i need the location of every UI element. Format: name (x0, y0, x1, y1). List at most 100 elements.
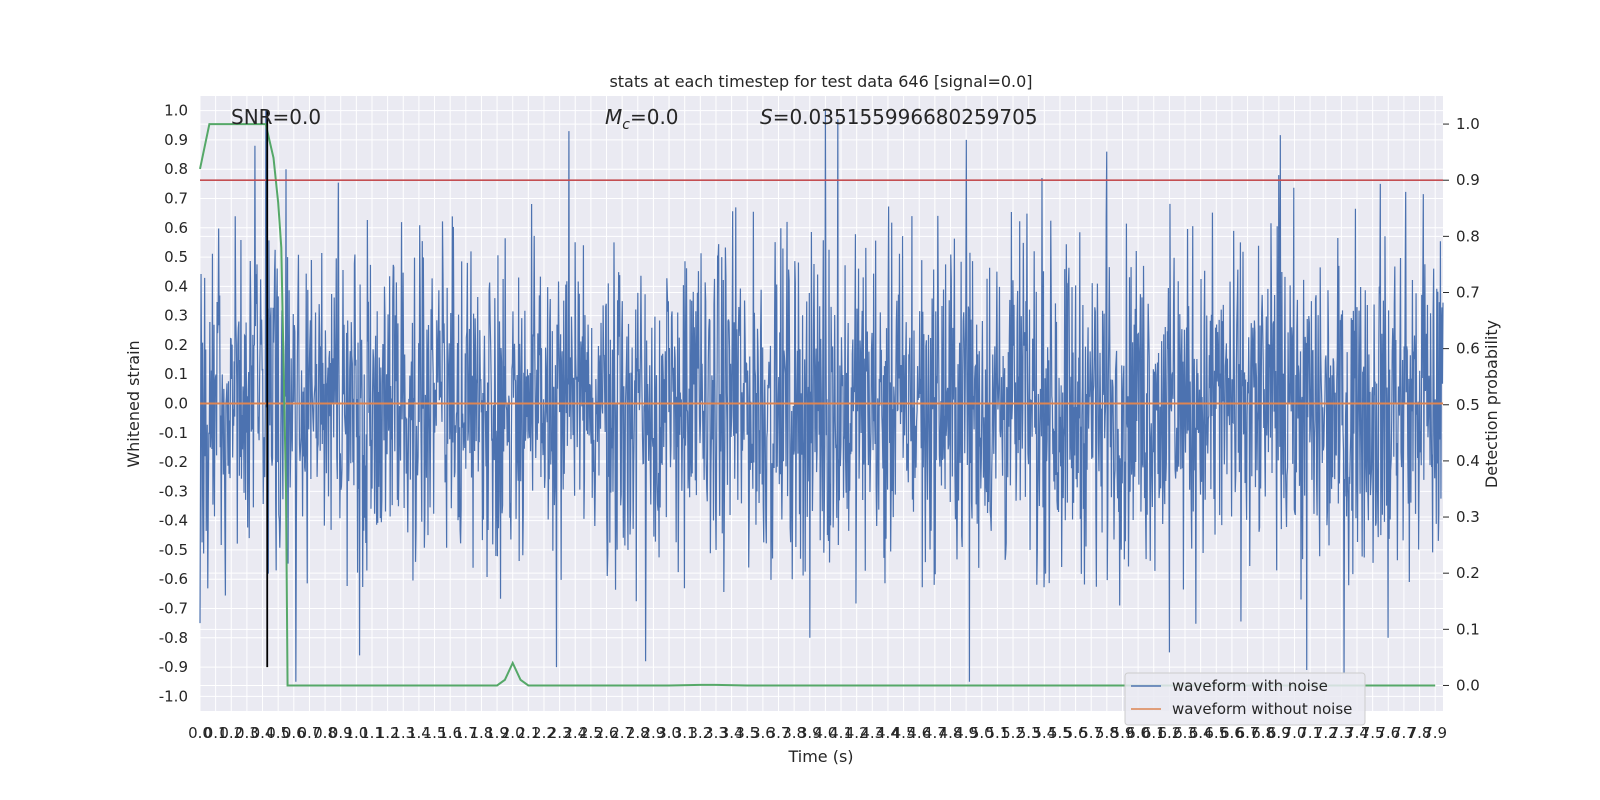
x-tick-label: 0.6 (282, 724, 306, 742)
x-tick-label: 7.0 (1283, 724, 1307, 742)
x-tick-label: 7.4 (1345, 724, 1369, 742)
y-tick-label: 0.9 (164, 131, 188, 149)
x-tick-label: 6.0 (1126, 724, 1150, 742)
y-tick-label: -0.4 (159, 512, 188, 530)
y-tick-label: 0.5 (164, 248, 188, 266)
x-tick-label: 4.4 (876, 724, 900, 742)
x-tick-label: 6.1 (1142, 724, 1166, 742)
detection-probability-line (199, 123, 1436, 687)
x-tick-label: 3.2 (688, 724, 712, 742)
s-symbol: S (760, 105, 773, 129)
x-tick-label: 0.4 (251, 724, 275, 742)
x-tick-label: 4.8 (939, 724, 963, 742)
x-tick-label: 6.5 (1204, 724, 1228, 742)
y-tick-label: 0.8 (164, 160, 188, 178)
y-tick-label: -0.2 (159, 453, 188, 471)
y-tick-label: -0.6 (159, 570, 188, 588)
x-tick-label: 1.6 (438, 724, 462, 742)
x-tick-label: 2.5 (579, 724, 603, 742)
x-tick-label: 3.5 (735, 724, 759, 742)
x-tick-label: 1.1 (360, 724, 384, 742)
y-right-tick-label: 0.5 (1456, 396, 1480, 414)
x-tick-label: 5.6 (1064, 724, 1088, 742)
y-right-tick-label: 1.0 (1456, 115, 1480, 133)
x-axis-label: Time (s) (787, 747, 853, 766)
x-tick-label: 5.9 (1111, 724, 1135, 742)
x-tick-label: 7.6 (1376, 724, 1400, 742)
legend-box (1124, 672, 1366, 726)
y-right-tick-label: 0.4 (1456, 452, 1480, 470)
chart-title: stats at each timestep for test data 646… (609, 72, 1032, 91)
waveform-with-noise-series (199, 110, 1444, 682)
x-tick-label: 2.0 (501, 724, 525, 742)
x-tick-label: 5.4 (1032, 724, 1056, 742)
y-tick-label: -0.8 (159, 629, 188, 647)
x-tick-label: 4.1 (829, 724, 853, 742)
y-tick-label: 1.0 (164, 102, 188, 120)
x-tick-label: 4.9 (954, 724, 978, 742)
snr-annotation: SNR=0.0 (231, 105, 321, 129)
x-tick-label: 3.7 (767, 724, 791, 742)
chirp-mass-annotation: Mc=0.0 (605, 105, 679, 133)
x-tick-label: 5.5 (1048, 724, 1072, 742)
x-tick-label: 7.9 (1423, 724, 1447, 742)
x-tick-label: 1.7 (454, 724, 478, 742)
s-annotation: S=0.035155996680259705 (760, 105, 1038, 129)
x-tick-label: 2.9 (641, 724, 665, 742)
x-tick-label: 4.5 (892, 724, 916, 742)
x-tick-label: 2.2 (532, 724, 556, 742)
y-right-tick-label: 0.6 (1456, 340, 1480, 358)
x-tick-label: 1.9 (485, 724, 509, 742)
x-tick-label: 7.2 (1314, 724, 1338, 742)
s-value: =0.035155996680259705 (773, 105, 1038, 129)
x-tick-label: 7.3 (1329, 724, 1353, 742)
x-tick-label: 1.8 (470, 724, 494, 742)
x-tick-label: 6.6 (1220, 724, 1244, 742)
y-tick-label: -0.5 (159, 541, 188, 559)
y-tick-label: 0.7 (164, 190, 188, 208)
y-tick-label: 0.6 (164, 219, 188, 237)
x-tick-label: 6.3 (1173, 724, 1197, 742)
x-tick-label: 3.1 (673, 724, 697, 742)
x-tick-label: 0.3 (235, 724, 259, 742)
x-tick-label: 3.3 (704, 724, 728, 742)
line-series (199, 110, 1443, 687)
x-tick-label: 1.4 (407, 724, 431, 742)
x-tick-label: 3.8 (782, 724, 806, 742)
x-tick-label: 5.0 (970, 724, 994, 742)
x-tick-label: 7.7 (1392, 724, 1416, 742)
x-tick-label: 0.1 (204, 724, 228, 742)
x-tick-label: 1.0 (344, 724, 368, 742)
y-tick-label: -0.3 (159, 482, 188, 500)
chirp-mass-subscript: c (622, 117, 630, 133)
x-tick-label: 6.7 (1236, 724, 1260, 742)
x-tick-label: 3.9 (798, 724, 822, 742)
y-tick-label: -0.9 (159, 658, 188, 676)
y-axis-right-label: Detection probability (1482, 320, 1501, 488)
y-tick-label: 0.3 (164, 307, 188, 325)
x-tick-label: 5.3 (1017, 724, 1041, 742)
x-tick-label: 5.2 (1001, 724, 1025, 742)
y-tick-label: 0.4 (164, 277, 188, 295)
x-tick-label: 5.1 (985, 724, 1009, 742)
x-tick-label: 3.6 (751, 724, 775, 742)
x-tick-label: 3.0 (657, 724, 681, 742)
x-tick-label: 0.2 (219, 724, 243, 742)
x-tick-label: 1.2 (376, 724, 400, 742)
x-tick-label: 2.7 (610, 724, 634, 742)
x-tick-label: 6.9 (1267, 724, 1291, 742)
x-tick-label: 2.8 (626, 724, 650, 742)
y-tick-label: -0.7 (159, 600, 188, 618)
x-tick-label: 6.4 (1189, 724, 1213, 742)
y-right-tick-label: 0.1 (1456, 620, 1480, 638)
x-tick-label: 7.5 (1361, 724, 1385, 742)
legend-label-clean: waveform without noise (1172, 700, 1352, 718)
x-tick-label: 6.8 (1251, 724, 1275, 742)
x-tick-label: 0.7 (298, 724, 322, 742)
y-right-tick-label: 0.3 (1456, 508, 1480, 526)
x-tick-label: 4.6 (907, 724, 931, 742)
x-tick-label: 2.3 (548, 724, 572, 742)
y-right-tick-label: 0.0 (1456, 676, 1480, 694)
x-tick-label: 4.3 (860, 724, 884, 742)
